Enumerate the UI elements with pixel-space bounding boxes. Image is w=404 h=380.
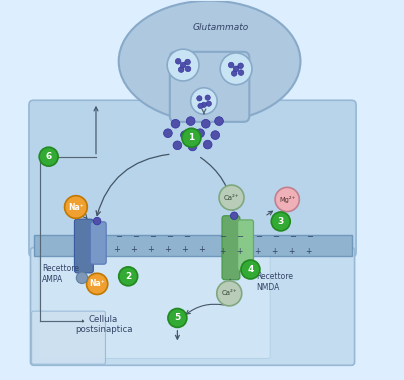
Text: +: + — [254, 247, 260, 256]
Circle shape — [76, 272, 88, 283]
Circle shape — [202, 119, 210, 128]
Text: +: + — [130, 245, 137, 254]
Text: +: + — [147, 245, 154, 254]
Circle shape — [86, 273, 108, 294]
Text: +: + — [198, 245, 206, 254]
Circle shape — [119, 267, 138, 286]
Text: −: − — [183, 232, 190, 241]
Text: −: − — [236, 232, 243, 241]
Text: Na⁺: Na⁺ — [68, 203, 84, 212]
Text: +: + — [114, 245, 120, 254]
Circle shape — [220, 53, 252, 85]
Text: −: − — [272, 232, 279, 241]
Text: Recettore
AMPA: Recettore AMPA — [42, 264, 79, 284]
Text: +: + — [271, 247, 277, 256]
Circle shape — [197, 96, 202, 101]
Circle shape — [178, 67, 184, 73]
Text: Glutammato: Glutammato — [193, 23, 249, 32]
Circle shape — [238, 70, 244, 76]
FancyBboxPatch shape — [29, 100, 356, 257]
Circle shape — [275, 187, 299, 212]
Text: −: − — [166, 232, 173, 241]
Circle shape — [196, 129, 204, 138]
Text: +: + — [305, 247, 311, 256]
Circle shape — [271, 212, 290, 231]
Ellipse shape — [119, 1, 301, 122]
Circle shape — [233, 66, 239, 72]
Circle shape — [65, 196, 87, 218]
FancyBboxPatch shape — [39, 256, 270, 358]
Circle shape — [198, 103, 203, 109]
Circle shape — [182, 128, 201, 147]
Circle shape — [238, 63, 244, 69]
Circle shape — [173, 141, 182, 150]
Circle shape — [203, 140, 212, 149]
Text: 2: 2 — [125, 272, 131, 281]
Text: −: − — [289, 232, 297, 241]
Circle shape — [219, 185, 244, 210]
Text: −: − — [306, 232, 314, 241]
Text: −: − — [132, 232, 139, 241]
Circle shape — [171, 119, 180, 128]
Circle shape — [185, 59, 190, 65]
Text: 4: 4 — [247, 265, 254, 274]
Text: 6: 6 — [46, 152, 52, 161]
Text: +: + — [220, 247, 226, 256]
Circle shape — [39, 147, 58, 166]
Circle shape — [217, 281, 242, 306]
Circle shape — [185, 66, 191, 72]
FancyBboxPatch shape — [32, 311, 105, 364]
Bar — [177, 65, 242, 103]
Text: −: − — [115, 232, 122, 241]
FancyBboxPatch shape — [222, 216, 240, 280]
Circle shape — [164, 129, 172, 138]
Circle shape — [205, 95, 210, 100]
Text: Ca²⁺: Ca²⁺ — [224, 195, 239, 201]
Circle shape — [188, 142, 197, 151]
Circle shape — [206, 101, 211, 106]
Text: Cellula
postsinaptica: Cellula postsinaptica — [75, 315, 133, 334]
Text: +: + — [288, 247, 294, 256]
Circle shape — [93, 217, 101, 225]
Text: Ca²⁺: Ca²⁺ — [221, 290, 237, 296]
Circle shape — [186, 117, 195, 125]
FancyBboxPatch shape — [238, 220, 253, 271]
Circle shape — [180, 62, 186, 68]
Circle shape — [230, 212, 238, 220]
Circle shape — [175, 59, 181, 64]
Text: +: + — [164, 245, 171, 254]
FancyBboxPatch shape — [30, 247, 355, 365]
Circle shape — [191, 88, 217, 114]
Circle shape — [231, 71, 237, 76]
Bar — [34, 236, 351, 256]
Circle shape — [168, 309, 187, 328]
Text: −: − — [149, 232, 156, 241]
FancyBboxPatch shape — [74, 219, 93, 273]
Text: +: + — [237, 247, 243, 256]
Circle shape — [241, 260, 260, 279]
Text: 1: 1 — [188, 133, 194, 142]
Text: −: − — [255, 232, 262, 241]
Circle shape — [167, 49, 199, 81]
Text: 5: 5 — [174, 314, 181, 323]
Text: +: + — [181, 245, 188, 254]
Circle shape — [228, 62, 234, 68]
Text: 3: 3 — [278, 217, 284, 226]
Circle shape — [211, 131, 220, 139]
Circle shape — [215, 117, 223, 125]
Text: Na⁺: Na⁺ — [89, 279, 105, 288]
Text: Mg²⁺: Mg²⁺ — [279, 196, 295, 203]
Text: −: − — [219, 232, 226, 241]
Circle shape — [181, 131, 189, 139]
Circle shape — [201, 102, 206, 108]
Text: Recettore
NMDA: Recettore NMDA — [256, 272, 293, 292]
FancyBboxPatch shape — [170, 52, 249, 122]
FancyBboxPatch shape — [90, 222, 106, 264]
